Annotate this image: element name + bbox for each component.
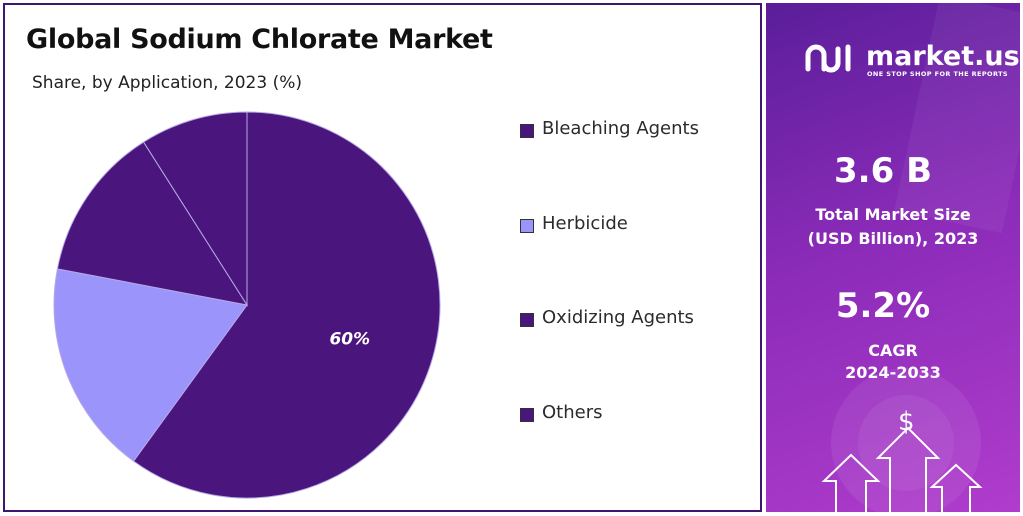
brand-tagline: ONE STOP SHOP FOR THE REPORTS — [867, 70, 1008, 78]
brand-logo: market.us ONE STOP SHOP FOR THE REPORTS — [804, 41, 1020, 81]
legend-swatch — [520, 218, 534, 233]
dollar-icon: $ — [898, 407, 915, 437]
background-decoration — [831, 3, 1020, 512]
market-size-value: 3.6 B — [834, 151, 932, 191]
market-size-label-line1: Total Market Size — [815, 205, 971, 224]
cagr-period: 2024-2033 — [845, 363, 941, 382]
legend-label: Bleaching Agents — [542, 118, 699, 139]
pie-chart: 60% — [53, 111, 441, 499]
cagr-label: CAGR — [868, 341, 918, 360]
pie-slice-oxidizing-agents — [56, 141, 249, 306]
pie-slice-herbicide — [53, 268, 248, 462]
brand-name: market.us — [866, 41, 1020, 72]
legend-label: Herbicide — [542, 212, 628, 234]
pie-slice-others — [142, 111, 248, 307]
growth-arrows-icon — [821, 426, 983, 512]
legend-swatch — [520, 407, 534, 422]
summary-panel: market.us ONE STOP SHOP FOR THE REPORTS … — [766, 3, 1020, 512]
legend-swatch — [520, 313, 534, 327]
chart-title: Global Sodium Chlorate Market — [26, 24, 493, 55]
legend-swatch — [520, 124, 534, 138]
pie-slice-bleaching-agents — [132, 111, 441, 499]
market-size-label-line2: (USD Billion), 2023 — [807, 229, 979, 248]
brand-logo-icon — [805, 44, 851, 73]
cagr-value: 5.2% — [835, 286, 931, 326]
pie-data-label-bleaching-agents: 60% — [329, 329, 370, 349]
legend-label: Others — [542, 401, 603, 423]
legend-label: Oxidizing Agents — [542, 307, 694, 328]
chart-subtitle: Share, by Application, 2023 (%) — [32, 73, 302, 93]
